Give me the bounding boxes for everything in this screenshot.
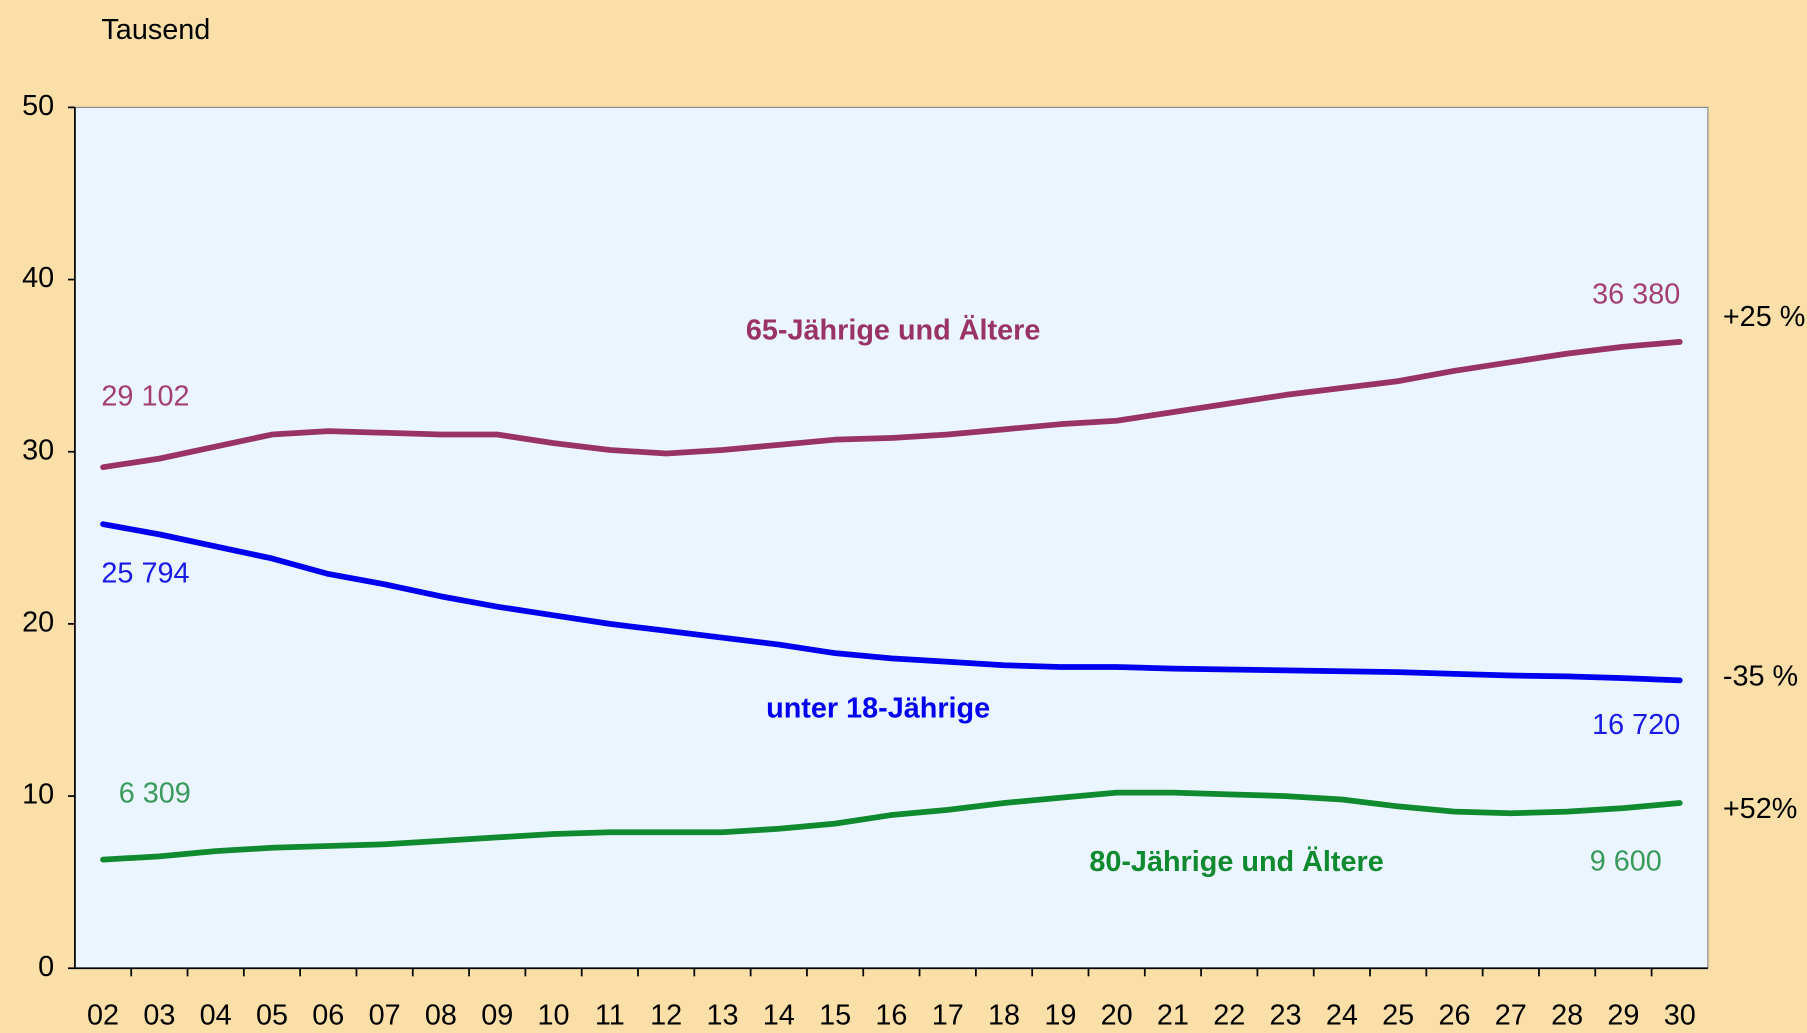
y-tick-label: 50: [22, 90, 54, 122]
x-tick-label: 22: [1213, 999, 1245, 1031]
change-label: +25 %: [1723, 301, 1805, 333]
series-name: 80-Jährige und Ältere: [1089, 845, 1383, 878]
x-tick-label: 18: [988, 999, 1020, 1031]
x-tick-label: 02: [87, 999, 119, 1031]
change-label: +52%: [1723, 793, 1797, 825]
x-tick-label: 06: [312, 999, 344, 1031]
y-tick-label: 20: [22, 607, 54, 639]
x-tick-label: 11: [595, 999, 625, 1031]
change-label: -35 %: [1723, 660, 1798, 692]
x-tick-label: 24: [1326, 999, 1358, 1031]
x-tick-label: 27: [1495, 999, 1527, 1031]
plot-area: [74, 106, 1709, 969]
x-tick-label: 03: [143, 999, 175, 1031]
x-tick-label: 09: [481, 999, 513, 1031]
data-label: 29 102: [101, 381, 189, 413]
x-tick-label: 19: [1044, 999, 1076, 1031]
data-label: 6 309: [119, 778, 191, 810]
series-name: unter 18-Jährige: [766, 693, 990, 725]
y-tick-label: 0: [38, 951, 54, 983]
x-tick-label: 29: [1607, 999, 1639, 1031]
data-label: 25 794: [101, 557, 189, 589]
x-tick-label: 25: [1382, 999, 1414, 1031]
data-label: 9 600: [1590, 846, 1662, 878]
x-tick-label: 21: [1157, 999, 1189, 1031]
data-label: 16 720: [1592, 709, 1680, 741]
y-axis-label: Tausend: [101, 14, 210, 46]
series-name: 65-Jährige und Ältere: [746, 314, 1040, 347]
x-tick-label: 30: [1664, 999, 1696, 1031]
series-line: [100, 339, 1683, 471]
x-tick-label: 20: [1101, 999, 1133, 1031]
x-tick-label: 15: [819, 999, 851, 1031]
x-tick-label: 05: [256, 999, 288, 1031]
x-tick-label: 08: [425, 999, 457, 1031]
x-tick-label: 28: [1551, 999, 1583, 1031]
data-label: 36 380: [1592, 278, 1680, 310]
series-line: [100, 789, 1683, 863]
x-tick-label: 04: [200, 999, 232, 1031]
y-tick-label: 40: [22, 262, 54, 294]
y-tick-label: 10: [22, 779, 54, 811]
x-tick-label: 10: [538, 999, 570, 1031]
x-tick-label: 26: [1438, 999, 1470, 1031]
x-tick-label: 07: [369, 999, 401, 1031]
x-tick-label: 13: [706, 999, 738, 1031]
x-tick-label: 23: [1270, 999, 1302, 1031]
x-tick-label: 17: [932, 999, 964, 1031]
x-tick-label: 16: [875, 999, 907, 1031]
y-tick-label: 30: [22, 434, 54, 466]
x-tick-label: 12: [650, 999, 682, 1031]
series-line: [100, 521, 1683, 684]
x-tick-label: 14: [763, 999, 795, 1031]
